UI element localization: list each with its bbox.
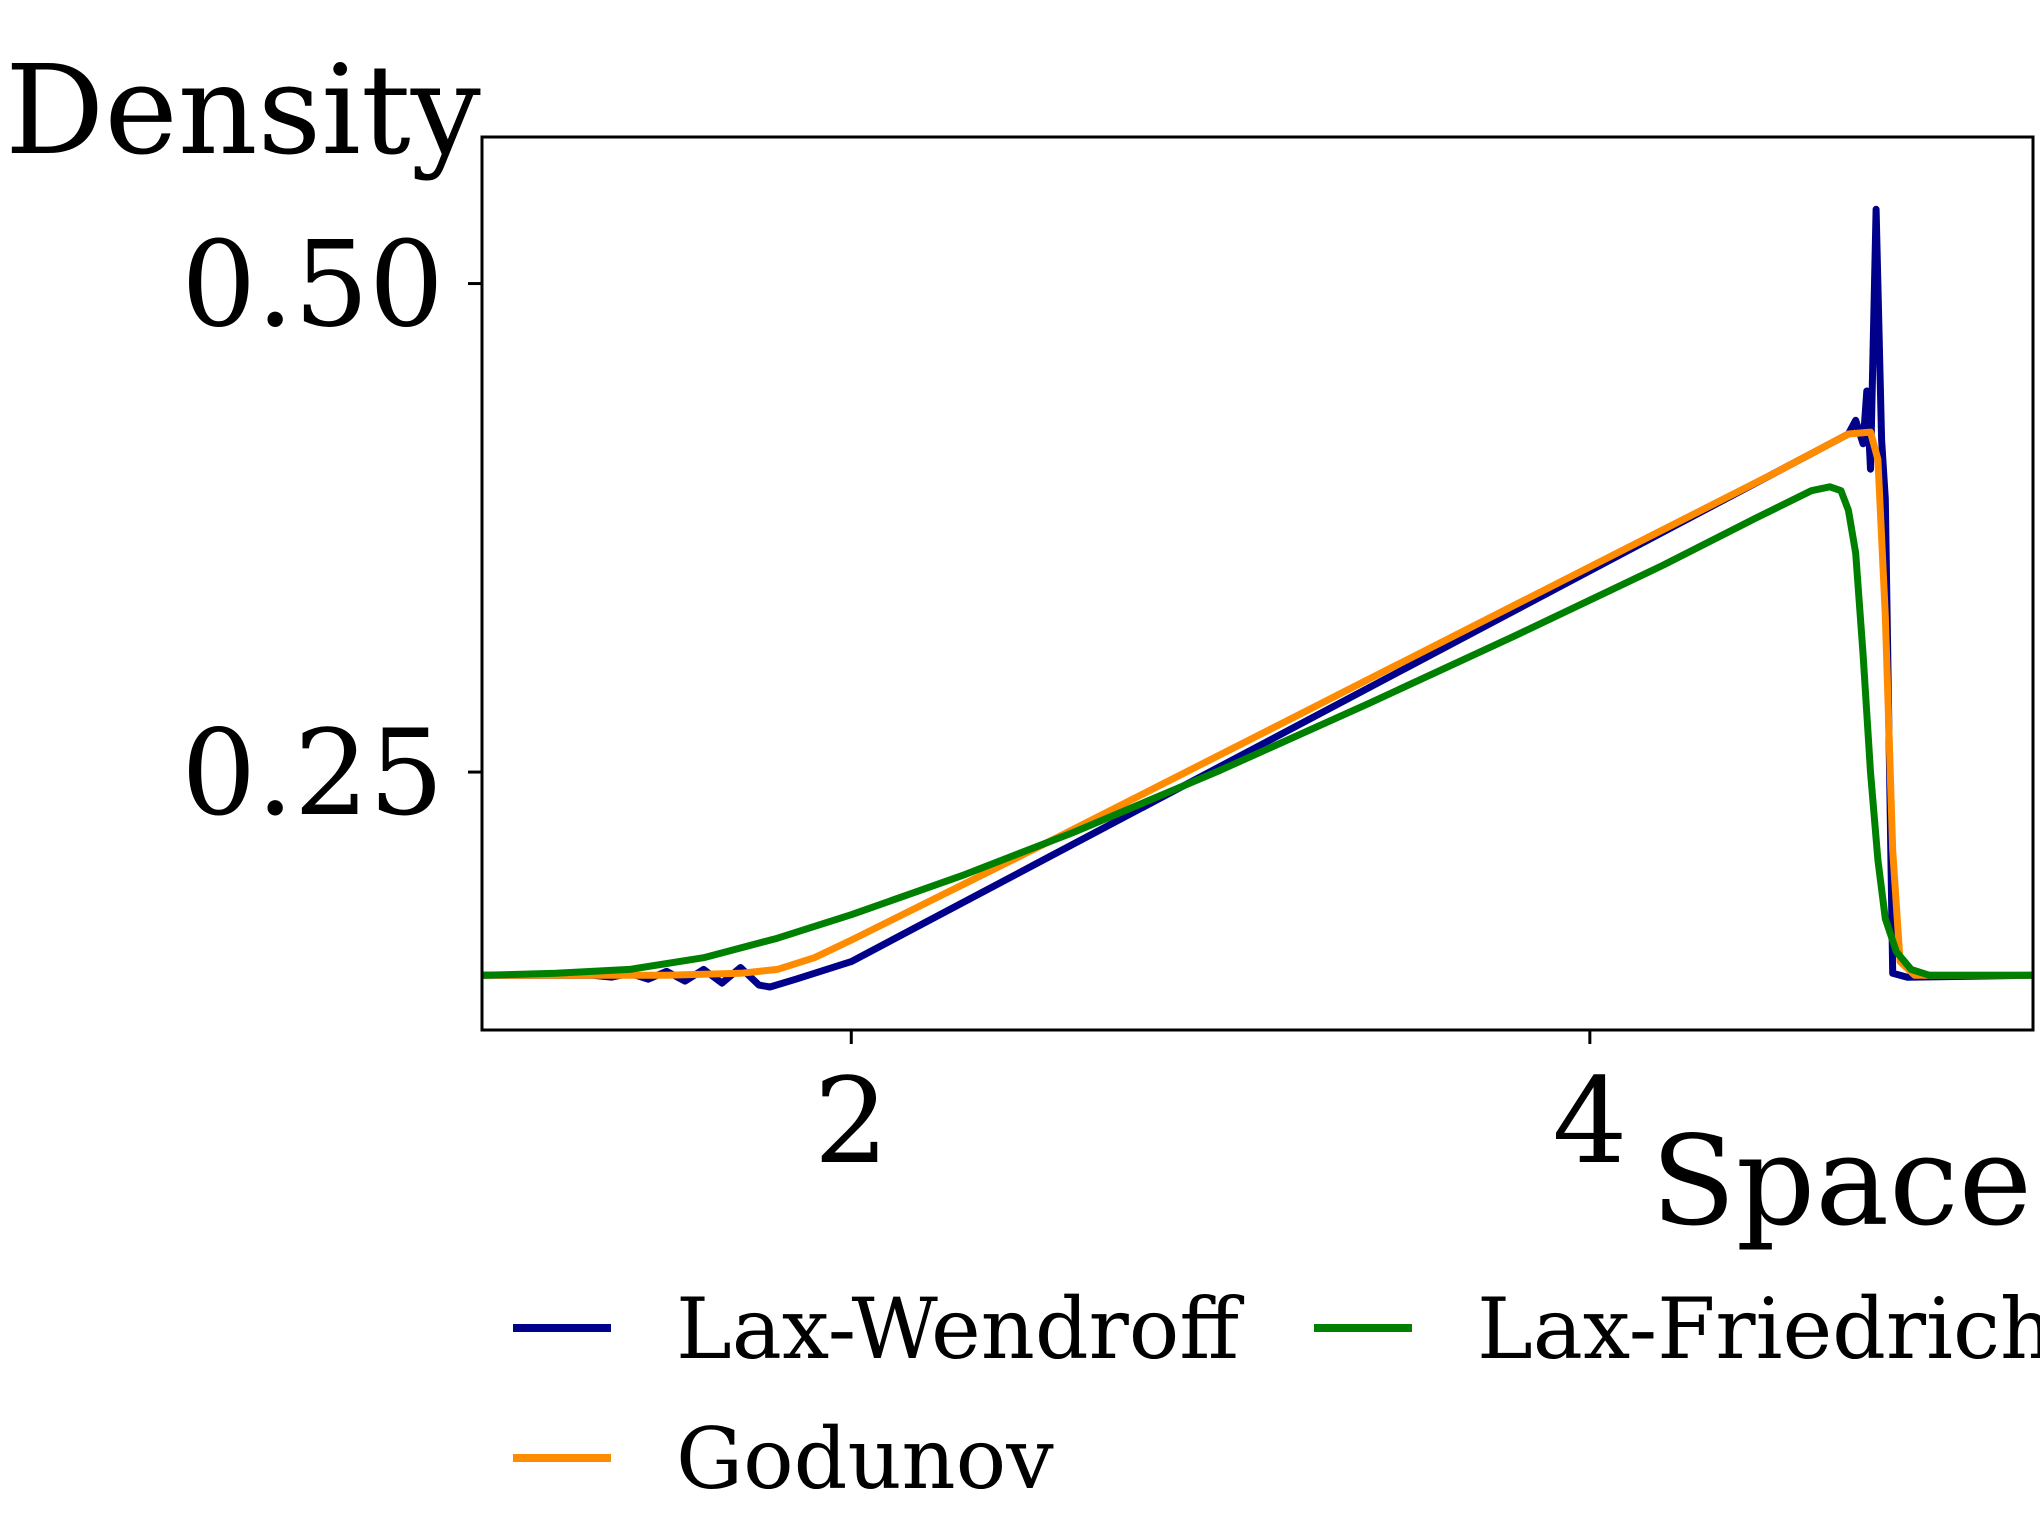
- plot-frame: [480, 135, 2035, 1032]
- x-axis-title: Space: [1651, 1110, 2032, 1254]
- x-tick-label: 2: [814, 1052, 889, 1190]
- series-line-lax-wendroff: [482, 205, 2033, 991]
- y-tick-label: 0.50: [181, 216, 444, 354]
- x-tick-label: 4: [1552, 1052, 1627, 1190]
- legend-label-godunov: Godunov: [676, 1410, 1054, 1508]
- y-tick-label: 0.25: [181, 704, 444, 842]
- series-line-godunov: [482, 428, 2033, 979]
- series-line-lax-friedrichs: [482, 483, 2033, 979]
- legend: Lax-Wendroff Lax-Friedrichs Godunov: [513, 1280, 2040, 1508]
- tick-layer: 2 4 0.25 0.50: [181, 216, 1627, 1190]
- y-axis-title: Density: [5, 39, 481, 183]
- legend-label-lax-friedrichs: Lax-Friedrichs: [1477, 1280, 2040, 1378]
- legend-label-lax-wendroff: Lax-Wendroff: [676, 1280, 1244, 1378]
- series-layer: [482, 205, 2033, 991]
